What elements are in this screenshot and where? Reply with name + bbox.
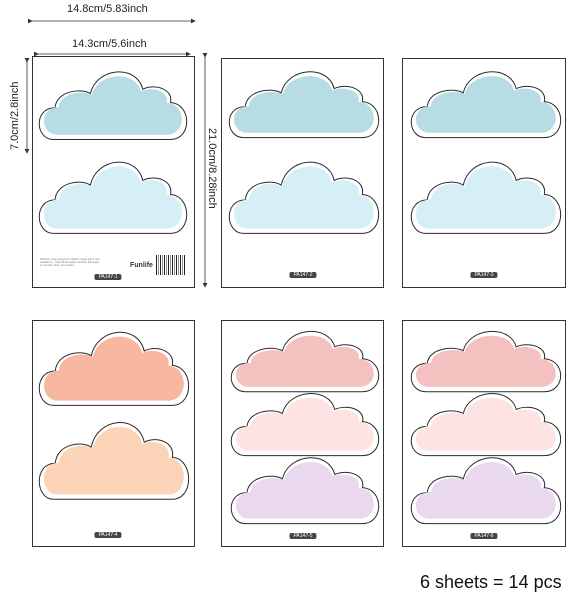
sticker-sheet-3 <box>402 58 566 288</box>
cloud-height-label: 7.0cm/2.8inch <box>9 81 21 150</box>
outer-width-label: 14.8cm/5.83inch <box>67 3 148 15</box>
sheet-code: PA147-2 <box>289 272 317 278</box>
sticker-sheet-5 <box>221 320 384 547</box>
sticker-sheet-4 <box>32 320 195 547</box>
sheet-height-label: 21.0cm/8.28inch <box>206 128 218 209</box>
sheet-code: PA147-5 <box>289 533 317 539</box>
brand-logo: Funlife <box>130 262 153 269</box>
pieces-summary: 6 sheets = 14 pcs <box>420 572 562 592</box>
sticker-sheet-2 <box>221 58 384 288</box>
sticker-sheet-6 <box>402 320 566 547</box>
sheet-code: PA147-4 <box>94 532 122 538</box>
sticker-sheet-1 <box>32 56 195 288</box>
sheet-code: PA147-6 <box>470 533 498 539</box>
inner-width-label: 14.3cm/5.6inch <box>72 38 147 50</box>
sheet-code: PA147-3 <box>470 272 498 278</box>
barcode <box>156 255 186 275</box>
warning-fine-print: Warning: Keep away from children under a… <box>40 258 100 268</box>
sheet-code: PA147-1 <box>94 274 122 280</box>
